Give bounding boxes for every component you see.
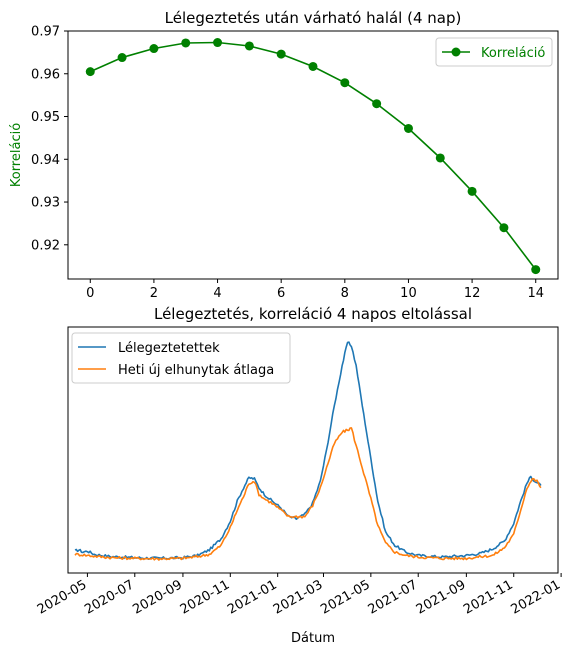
timeseries-x-axis-label: Dátum bbox=[291, 631, 335, 646]
x-tick-label: 12 bbox=[464, 286, 481, 301]
correlation-point bbox=[149, 44, 159, 54]
timeseries-legend-label-deaths: Heti új elhunytak átlaga bbox=[118, 363, 274, 378]
timeseries-legend-box bbox=[71, 332, 291, 384]
correlation-point bbox=[340, 78, 350, 88]
correlation-point bbox=[276, 49, 286, 59]
correlation-legend: Korreláció bbox=[435, 37, 553, 67]
correlation-point bbox=[499, 223, 509, 233]
correlation-legend-label: Korreláció bbox=[481, 46, 545, 61]
correlation-point bbox=[435, 153, 445, 163]
correlation-legend-box bbox=[435, 37, 553, 67]
correlation-point bbox=[117, 53, 127, 63]
correlation-y-ticks: 0.92 0.93 0.94 0.95 0.96 0.97 bbox=[31, 25, 68, 253]
timeseries-legend: Lélegeztetettek Heti új elhunytak átlaga bbox=[71, 332, 291, 384]
correlation-point bbox=[531, 265, 541, 275]
correlation-chart: Lélegeztetés után várható halál (4 nap) … bbox=[9, 9, 559, 301]
y-tick-label: 0.97 bbox=[31, 25, 60, 40]
timeseries-chart-title: Lélegeztetés, korreláció 4 napos eltolás… bbox=[154, 305, 472, 323]
correlation-point bbox=[213, 38, 223, 48]
x-tick-label: 14 bbox=[527, 286, 544, 301]
y-tick-label: 0.92 bbox=[31, 238, 60, 253]
timeseries-plot-frame bbox=[67, 326, 559, 574]
x-tick-label: 6 bbox=[277, 286, 285, 301]
x-tick-label: 4 bbox=[213, 286, 221, 301]
correlation-x-ticks: 0 2 4 6 8 10 12 14 bbox=[86, 279, 544, 301]
correlation-point bbox=[403, 123, 413, 133]
y-tick-label: 0.93 bbox=[31, 196, 60, 211]
correlation-plot-area bbox=[85, 38, 541, 275]
deaths-series-line bbox=[74, 427, 542, 561]
y-tick-label: 0.95 bbox=[31, 110, 60, 125]
x-tick-label: 10 bbox=[400, 286, 417, 301]
correlation-chart-title: Lélegeztetés után várható halál (4 nap) bbox=[165, 9, 462, 27]
correlation-y-axis-label: Korreláció bbox=[9, 123, 24, 187]
correlation-point bbox=[308, 61, 318, 71]
timeseries-plot-area bbox=[74, 341, 542, 561]
correlation-point bbox=[181, 38, 191, 48]
y-tick-label: 0.96 bbox=[31, 67, 60, 82]
correlation-point bbox=[244, 41, 254, 51]
correlation-plot-frame bbox=[67, 30, 559, 280]
x-tick-label: 8 bbox=[341, 286, 349, 301]
y-tick-label: 0.94 bbox=[31, 153, 60, 168]
timeseries-legend-label-ventilated: Lélegeztetettek bbox=[118, 341, 220, 356]
correlation-point bbox=[85, 67, 95, 77]
correlation-point bbox=[467, 186, 477, 196]
correlation-legend-marker bbox=[451, 47, 461, 57]
x-tick-label: 2 bbox=[150, 286, 158, 301]
correlation-point bbox=[372, 99, 382, 109]
x-tick-label: 0 bbox=[86, 286, 94, 301]
